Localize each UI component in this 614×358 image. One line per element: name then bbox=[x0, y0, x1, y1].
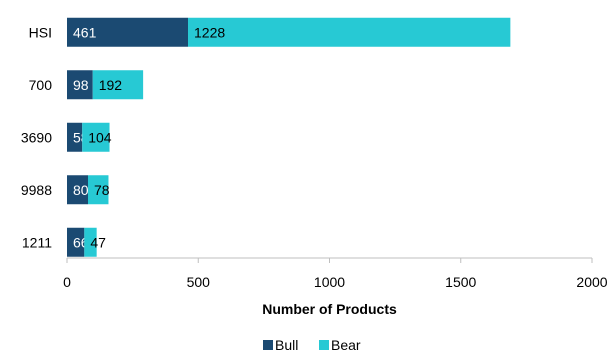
category-labels: HSI 700 3690 9988 1211 bbox=[21, 24, 52, 250]
legend-label-bear: Bear bbox=[331, 337, 361, 353]
category-label: 700 bbox=[29, 77, 53, 93]
bar-bear-HSI bbox=[188, 17, 511, 47]
data-label-bear: 78 bbox=[94, 182, 110, 198]
x-tick-label: 1000 bbox=[314, 274, 345, 290]
data-label-bear: 1228 bbox=[194, 24, 225, 40]
bar-bull-700 bbox=[67, 70, 93, 100]
bar-bear-1211 bbox=[84, 227, 97, 257]
data-label-bull: 461 bbox=[73, 24, 97, 40]
bar-bull-1211 bbox=[67, 227, 85, 257]
bar-bear-700 bbox=[92, 70, 144, 100]
x-axis-title: Number of Products bbox=[262, 301, 397, 317]
data-label-bear: 47 bbox=[90, 234, 106, 250]
legend: Bull Bear bbox=[263, 337, 361, 353]
bar-bear-9988 bbox=[88, 175, 109, 205]
data-label-bear: 192 bbox=[99, 77, 123, 93]
bar-bull-9988 bbox=[67, 175, 88, 205]
x-tick-label: 1500 bbox=[445, 274, 476, 290]
x-tick-label: 500 bbox=[187, 274, 211, 290]
category-label: HSI bbox=[29, 24, 52, 40]
bar-bull-HSI bbox=[67, 17, 189, 47]
x-tick-label: 0 bbox=[63, 274, 71, 290]
category-label: 9988 bbox=[21, 182, 52, 198]
legend-label-bull: Bull bbox=[275, 337, 298, 353]
data-label-bull: 98 bbox=[73, 77, 89, 93]
data-label-bull: 80 bbox=[73, 182, 89, 198]
category-label: 1211 bbox=[22, 234, 52, 250]
x-axis-ticks: 0 500 1000 1500 2000 bbox=[63, 258, 608, 290]
category-label: 3690 bbox=[21, 129, 52, 145]
data-label-bear: 104 bbox=[88, 129, 112, 145]
bar-bear-3690 bbox=[82, 122, 110, 152]
bar-bull-3690 bbox=[67, 122, 83, 152]
x-tick-label: 2000 bbox=[576, 274, 607, 290]
legend-swatch-bear bbox=[319, 340, 329, 350]
legend-swatch-bull bbox=[263, 340, 273, 350]
